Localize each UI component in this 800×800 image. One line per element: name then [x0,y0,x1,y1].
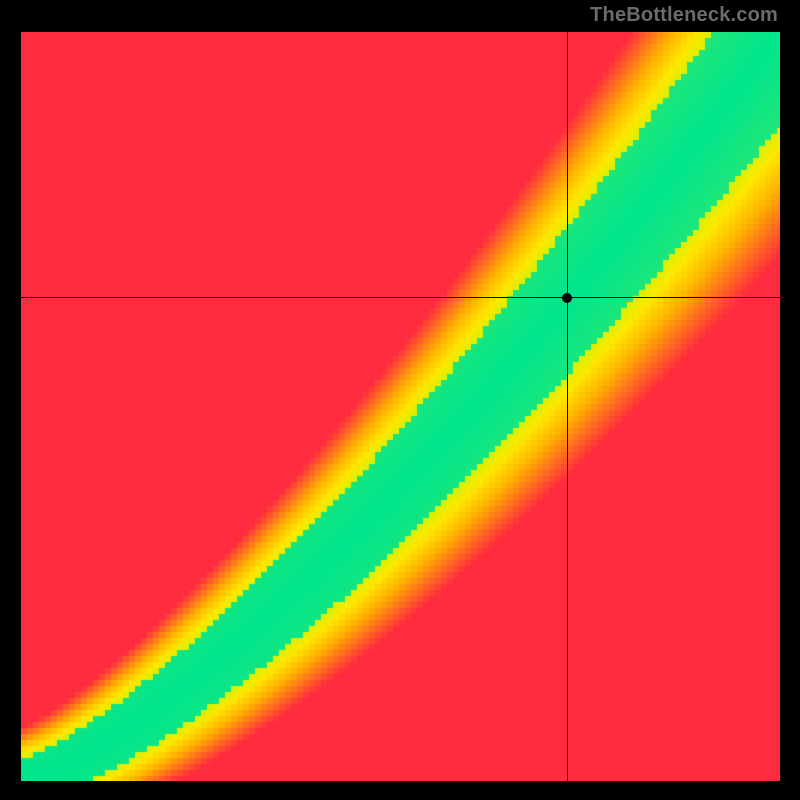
chart-container: TheBottleneck.com [0,0,800,800]
heatmap-plot [21,32,780,781]
crosshair-vertical [567,32,568,781]
crosshair-horizontal [21,297,780,298]
heatmap-canvas [21,32,780,781]
crosshair-marker [562,293,572,303]
watermark-text: TheBottleneck.com [590,4,778,27]
